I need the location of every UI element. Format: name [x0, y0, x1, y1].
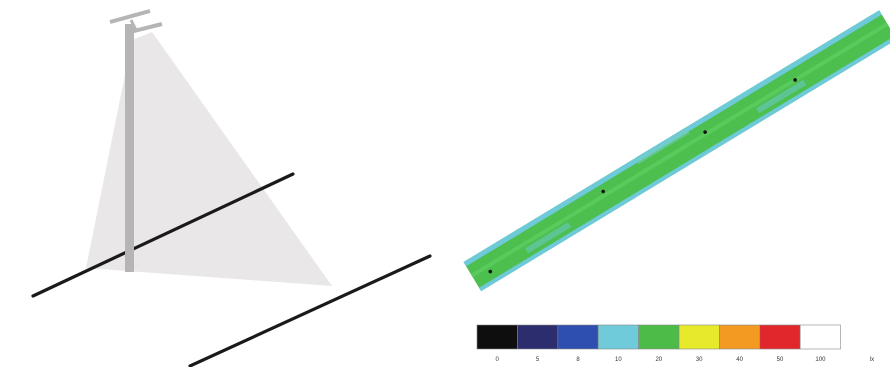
map-marker — [703, 130, 707, 134]
scale-swatch-30 — [678, 324, 720, 350]
scale-tick-label-50: 50 — [777, 357, 784, 363]
scale-swatch-100 — [799, 324, 841, 350]
scale-swatch-8 — [557, 324, 599, 350]
band-mid-stripe — [470, 22, 889, 278]
band-edge-lower — [479, 35, 890, 292]
scale-swatch-20 — [638, 324, 680, 350]
color-scale: 0 5 8 10 20 30 40 50 100 — [476, 324, 841, 363]
scale-tick-label-5: 5 — [536, 357, 540, 363]
luminance-map — [463, 10, 890, 292]
scale-tick-label-40: 40 — [736, 357, 743, 363]
scale-swatch-0 — [476, 324, 518, 350]
scale-swatch-40 — [719, 324, 761, 350]
scale-tick-label-20: 20 — [655, 357, 662, 363]
scale-unit-label: lx — [870, 357, 874, 363]
map-marker — [488, 269, 493, 274]
street-light-illustration — [31, 9, 432, 367]
scale-tick-label-100: 100 — [815, 357, 826, 363]
scale-swatch-50 — [759, 324, 801, 350]
map-marker — [793, 78, 797, 82]
scale-tick-label-8: 8 — [576, 357, 580, 363]
light-cone — [86, 32, 332, 286]
scale-tick-label-0: 0 — [496, 357, 500, 363]
scale-swatch-10 — [597, 324, 639, 350]
scale-tick-label-10: 10 — [615, 357, 622, 363]
street-light-pole — [125, 24, 134, 272]
scale-swatch-5 — [517, 324, 559, 350]
scale-tick-label-30: 30 — [696, 357, 703, 363]
street-light-arm — [109, 9, 163, 35]
road-edge-near — [31, 172, 295, 298]
map-marker — [601, 189, 605, 194]
road-edge-far — [188, 254, 432, 367]
